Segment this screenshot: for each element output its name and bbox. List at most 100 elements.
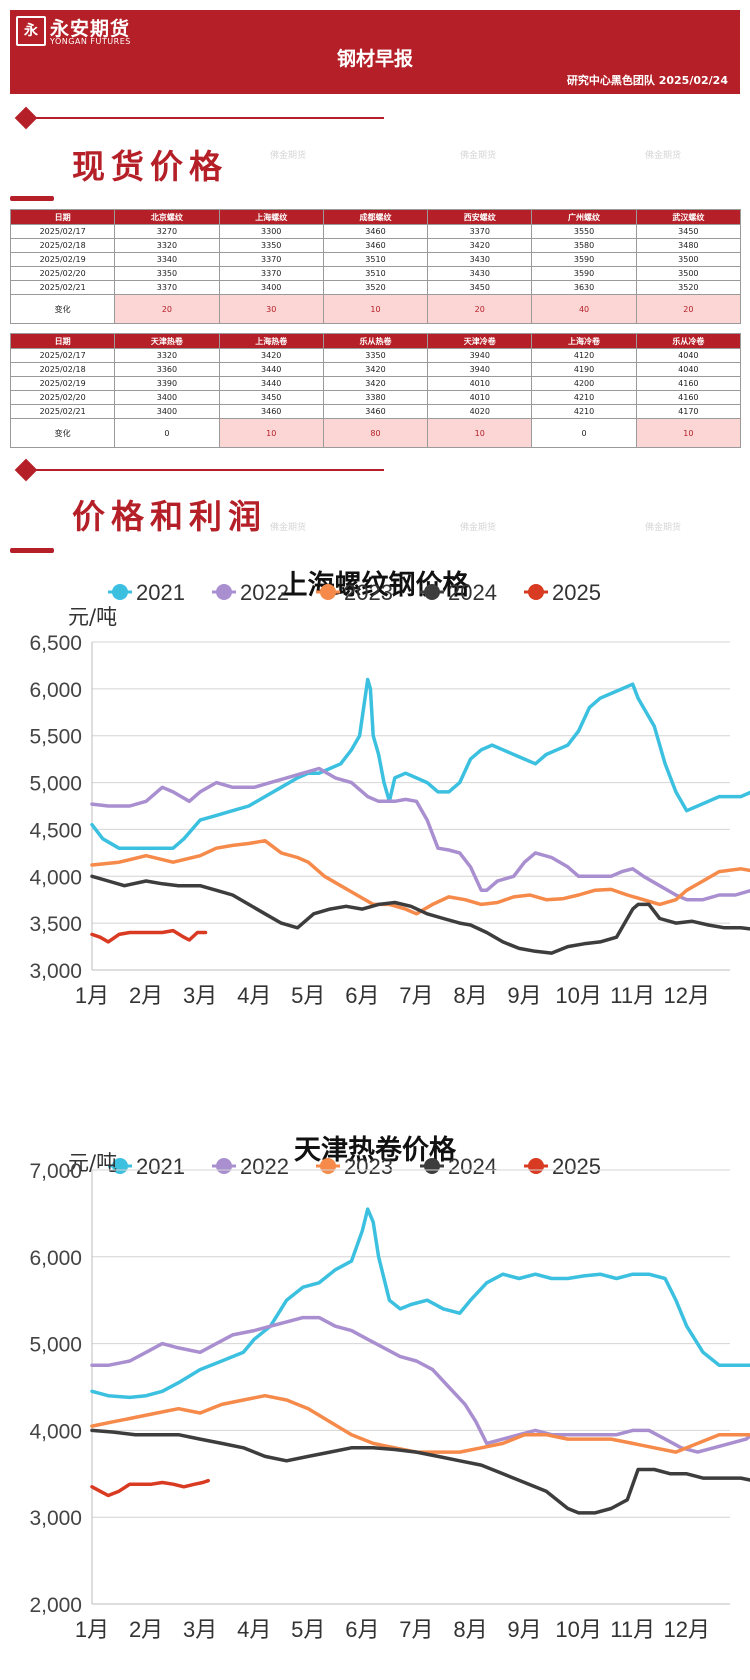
table-cell: 3440 — [218, 362, 324, 377]
series-line-2021 — [90, 677, 750, 850]
legend-label: 2022 — [240, 580, 289, 605]
x-tick-label: 4月 — [237, 983, 271, 1008]
table-cell: 3450 — [427, 280, 533, 295]
legend-label: 2025 — [552, 580, 601, 605]
legend-label: 2023 — [344, 580, 393, 605]
x-tick-label: 2月 — [129, 983, 163, 1008]
table-cell: 3320 — [114, 348, 220, 363]
table-cell: 2025/02/18 — [9, 238, 116, 253]
table-header-cell: 西安螺纹 — [427, 209, 533, 225]
table-row: 2025/02/19 3340 3370 3510 3430 3590 3500 — [9, 252, 742, 267]
table-row: 2025/02/21 3400 3460 3460 4020 4210 4170 — [9, 404, 742, 419]
table-cell: 3520 — [322, 280, 429, 295]
series-line-2025 — [90, 1478, 210, 1498]
table-header-cell: 北京螺纹 — [114, 209, 220, 225]
change-cell: 10 — [635, 418, 742, 448]
legend-marker-icon — [424, 584, 440, 600]
table-cell: 3630 — [531, 280, 637, 295]
section-accent-bar — [10, 196, 54, 201]
table-cell: 2025/02/19 — [9, 376, 116, 391]
table-cell: 3940 — [427, 348, 533, 363]
series-line-2023 — [90, 1393, 750, 1454]
table-cell: 2025/02/17 — [9, 224, 116, 239]
table-row: 2025/02/17 3320 3420 3350 3940 4120 4040 — [9, 348, 742, 363]
x-tick-label: 4月 — [237, 1617, 271, 1642]
legend-label: 2025 — [552, 1154, 601, 1179]
table-header-cell: 上海螺纹 — [218, 209, 324, 225]
change-cell: 40 — [531, 294, 637, 324]
y-tick-label: 5,500 — [29, 726, 82, 749]
table-cell: 2025/02/21 — [9, 404, 116, 419]
change-cell: 10 — [322, 294, 429, 324]
change-cell: 20 — [635, 294, 742, 324]
table-cell: 3430 — [427, 252, 533, 267]
company-name: 永安期货 — [50, 18, 131, 40]
series-line-2024 — [90, 874, 750, 955]
table-row: 2025/02/20 3350 3370 3510 3430 3590 3500 — [9, 266, 742, 281]
y-axis-unit-label: 元/吨 — [68, 605, 117, 629]
x-tick-label: 6月 — [345, 1617, 379, 1642]
x-tick-label: 5月 — [291, 983, 325, 1008]
watermark: 佛金期货 — [460, 523, 497, 533]
table-cell: 3590 — [531, 266, 637, 281]
table-header-cell: 天津热卷 — [114, 333, 220, 349]
table-cell: 变化 — [9, 418, 116, 448]
table-cell: 3440 — [218, 376, 324, 391]
watermark: 佛金期货 — [460, 151, 497, 161]
table-cell: 3350 — [114, 266, 220, 281]
y-tick-label: 4,500 — [29, 819, 82, 842]
series-line-2022 — [90, 766, 750, 902]
y-tick-label: 4,000 — [29, 866, 82, 889]
legend-marker-icon — [216, 1158, 232, 1174]
legend-label: 2021 — [136, 1154, 185, 1179]
table-header-cell: 日期 — [9, 333, 116, 349]
table-header-row: 日期 北京螺纹 上海螺纹 成都螺纹 西安螺纹 广州螺纹 武汉螺纹 — [9, 209, 742, 225]
table-cell: 4190 — [531, 362, 637, 377]
x-tick-label: 8月 — [453, 1617, 487, 1642]
x-tick-label: 1月 — [75, 983, 109, 1008]
table-cell: 3420 — [427, 238, 533, 253]
watermark: 佛金期货 — [645, 523, 682, 533]
rebar-price-chart: 2021 2022 2023 2024 2025 元/吨 3,000 3,500 4,000 4,… — [29, 580, 750, 1008]
table-cell: 3320 — [114, 238, 220, 253]
x-tick-label: 3月 — [183, 983, 217, 1008]
legend-label: 2023 — [344, 1154, 393, 1179]
x-tick-label: 7月 — [399, 983, 433, 1008]
table-cell: 3480 — [635, 238, 742, 253]
table-cell: 2025/02/20 — [9, 266, 116, 281]
table-cell: 2025/02/20 — [9, 390, 116, 405]
change-cell: 10 — [218, 418, 324, 448]
table-header-cell: 乐从热卷 — [322, 333, 429, 349]
series-line-2023 — [90, 838, 750, 916]
legend-label: 2024 — [448, 1154, 497, 1179]
table-header-cell: 上海热卷 — [218, 333, 324, 349]
legend-marker-icon — [528, 584, 544, 600]
table-cell: 3420 — [322, 362, 429, 377]
table-cell: 3370 — [218, 252, 324, 267]
table-cell: 4040 — [635, 362, 742, 377]
table-cell: 3300 — [218, 224, 324, 239]
change-cell: 30 — [218, 294, 324, 324]
table-cell: 4010 — [427, 390, 533, 405]
table-cell: 3460 — [322, 238, 429, 253]
hot-coil-price-chart: 2021 2022 2023 2024 2025 元/吨 2,000 3,000 4,000 5,… — [29, 1151, 750, 1642]
y-tick-label: 6,000 — [29, 1247, 82, 1270]
x-tick-label: 5月 — [291, 1617, 325, 1642]
table-change-row: 变化 0 10 80 10 0 10 — [9, 418, 742, 448]
table-cell: 2025/02/21 — [9, 280, 116, 295]
table-cell: 3360 — [114, 362, 220, 377]
change-cell: 0 — [114, 418, 220, 448]
x-tick-label: 1月 — [75, 1617, 109, 1642]
company-logo-icon: 永 — [16, 16, 46, 46]
table-cell: 4160 — [635, 390, 742, 405]
x-tick-label: 3月 — [183, 1617, 217, 1642]
table-header-cell: 武汉螺纹 — [635, 209, 742, 225]
table-cell: 3370 — [427, 224, 533, 239]
y-tick-label: 5,000 — [29, 773, 82, 796]
series-line-2021 — [90, 1207, 750, 1400]
y-tick-label: 3,000 — [29, 1507, 82, 1530]
section-title-profit: 价格和利润 — [72, 497, 267, 536]
table-cell: 3400 — [114, 390, 220, 405]
y-tick-label: 7,000 — [29, 1160, 82, 1183]
table-cell: 3350 — [218, 238, 324, 253]
